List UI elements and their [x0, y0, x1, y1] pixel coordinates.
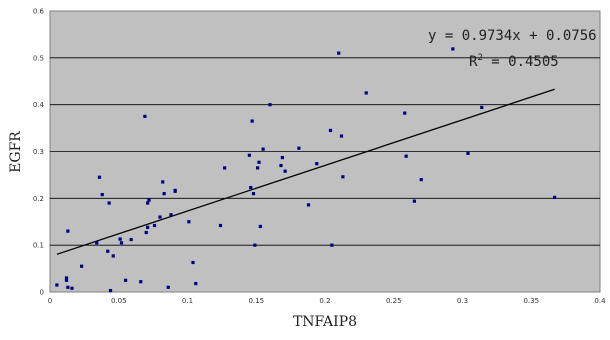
- data-point: [173, 189, 177, 193]
- data-point: [451, 47, 455, 51]
- data-point: [256, 166, 260, 170]
- x-tick-label: 0: [48, 297, 52, 305]
- x-tick-label: 0.25: [386, 297, 402, 305]
- r-squared-exponent: 2: [477, 53, 482, 63]
- x-axis-title: TNFAIP8: [293, 314, 357, 330]
- data-point: [66, 229, 70, 233]
- data-point: [139, 280, 143, 284]
- y-tick-label: 0.1: [33, 242, 44, 250]
- data-point: [251, 192, 256, 196]
- data-point: [129, 237, 133, 242]
- data-point: [95, 241, 99, 245]
- data-point: [147, 198, 151, 202]
- data-point: [283, 169, 287, 173]
- y-tick-label: 0.6: [33, 8, 45, 16]
- data-point: [108, 288, 113, 293]
- data-point: [100, 192, 104, 197]
- data-point: [66, 285, 70, 289]
- data-point: [253, 243, 257, 247]
- x-tick-label: 0.35: [523, 297, 539, 305]
- data-point: [124, 278, 128, 282]
- data-point: [403, 111, 407, 115]
- trendline: [56, 88, 555, 255]
- data-point: [258, 224, 262, 229]
- data-point: [553, 195, 557, 199]
- x-tick-labels: 0 0.05 0.1 0.15 0.2 0.25 0.3 0.35 0.4: [48, 297, 606, 305]
- data-point: [70, 286, 74, 290]
- data-point: [279, 163, 283, 168]
- data-point: [152, 223, 157, 228]
- data-point: [158, 215, 162, 219]
- r-squared-value: = 0.4505: [483, 54, 559, 70]
- data-point: [162, 192, 166, 196]
- data-point: [218, 223, 223, 228]
- data-point: [119, 241, 124, 245]
- r-squared-label: R2 = 0.4505: [469, 53, 559, 70]
- y-tick-label: 0.4: [33, 101, 45, 109]
- data-point: [107, 201, 111, 205]
- data-point: [480, 105, 484, 110]
- data-point: [194, 281, 198, 286]
- data-point: [315, 162, 319, 166]
- y-tick-label: 0.5: [33, 54, 44, 62]
- data-point: [106, 249, 110, 253]
- r-squared-symbol: R: [469, 54, 478, 70]
- data-point: [341, 175, 345, 179]
- data-point: [280, 155, 284, 160]
- data-point: [97, 175, 102, 179]
- data-point: [80, 264, 84, 268]
- data-points: [55, 47, 557, 293]
- data-point: [187, 220, 191, 224]
- equation-label: y = 0.9734x + 0.0756: [428, 28, 597, 44]
- data-point: [161, 180, 165, 184]
- y-tick-label: 0.2: [33, 195, 44, 203]
- x-tick-label: 0.3: [457, 297, 468, 305]
- data-point: [64, 276, 69, 280]
- data-point: [191, 260, 195, 265]
- data-point: [64, 278, 69, 282]
- data-point: [339, 134, 344, 138]
- data-point: [169, 213, 173, 217]
- data-point: [144, 230, 148, 235]
- data-point: [297, 146, 301, 150]
- data-point: [419, 178, 423, 182]
- data-point: [111, 254, 115, 258]
- data-point: [268, 103, 272, 107]
- gridlines: [50, 57, 600, 246]
- data-point: [330, 243, 334, 247]
- x-tick-label: 0.15: [248, 297, 264, 305]
- data-point: [55, 283, 59, 287]
- data-point: [364, 91, 368, 95]
- data-point: [257, 160, 261, 164]
- data-point: [306, 203, 311, 207]
- data-point: [146, 225, 150, 229]
- x-tick-label: 0.2: [319, 297, 330, 305]
- data-point: [250, 119, 254, 123]
- data-point: [247, 153, 251, 157]
- x-tick-label: 0.05: [111, 297, 127, 305]
- y-axis-title: EGFR: [8, 131, 24, 173]
- data-point: [223, 166, 227, 170]
- data-point: [118, 237, 122, 241]
- data-point: [466, 151, 470, 155]
- y-tick-labels: 0 0.1 0.2 0.3 0.4 0.5 0.6: [33, 8, 45, 297]
- data-point: [404, 154, 408, 158]
- data-point: [328, 128, 333, 133]
- data-point: [337, 51, 341, 55]
- y-tick-label: 0: [40, 289, 44, 297]
- data-point: [261, 147, 265, 151]
- data-point: [412, 199, 416, 203]
- x-tick-label: 0.4: [594, 297, 606, 305]
- data-point: [249, 185, 253, 190]
- y-tick-label: 0.3: [33, 148, 44, 156]
- data-point: [146, 201, 150, 205]
- data-point: [166, 285, 170, 289]
- data-point: [143, 114, 147, 118]
- x-tick-label: 0.1: [182, 297, 193, 305]
